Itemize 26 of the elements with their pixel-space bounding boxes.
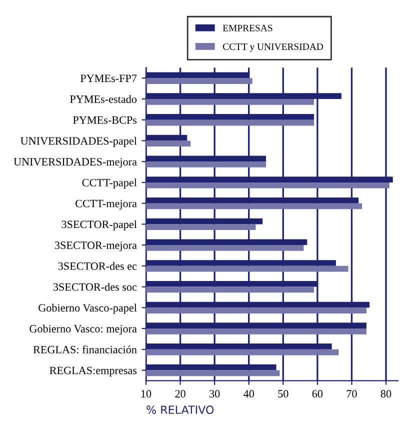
y-tick-label: PYMEs-estado [70, 95, 137, 103]
x-tick-label: 10 [141, 390, 152, 398]
y-tick-label: Gobierno Vasco-papel [38, 304, 137, 314]
x-tick-label: 50 [278, 390, 288, 398]
y-tick-label: 3SECTOR-des ec [58, 262, 137, 270]
y-tick-label: REGLAS:empresas [50, 366, 137, 376]
y-tick-label: 3SECTOR-des soc [53, 282, 137, 291]
x-tick-label: 40 [244, 390, 254, 398]
x-tick-label: 20 [175, 390, 186, 398]
legend-label: EMPRESAS [222, 24, 272, 32]
y-tick-label: CCTT-mejora [76, 200, 137, 210]
y-tick-label: UNIVERSIDADES-mejora [14, 158, 137, 168]
y-tick-label: CCTT-papel [82, 178, 137, 189]
y-tick-label: 3SECTOR-mejora [54, 242, 137, 252]
legend-label: CCTT y UNIVERSIDAD [222, 43, 324, 52]
x-tick-label: 30 [210, 390, 220, 398]
y-tick-label: PYMEs-FP7 [80, 74, 137, 82]
x-tick-label: 70 [346, 390, 357, 398]
y-tick-label: Gobierno Vasco: mejora [30, 324, 137, 335]
x-axis-title: % RELATIVO [146, 406, 214, 414]
y-tick-label: REGLAS: financiación [33, 345, 137, 354]
x-tick-label: 80 [380, 390, 392, 398]
y-tick-label: 3SECTOR-papel [62, 220, 137, 230]
x-tick-label: 60 [312, 390, 323, 398]
y-tick-label: PYMEs-BCPs [73, 116, 137, 124]
y-tick-label: UNIVERSIDADES-papel [20, 136, 137, 147]
